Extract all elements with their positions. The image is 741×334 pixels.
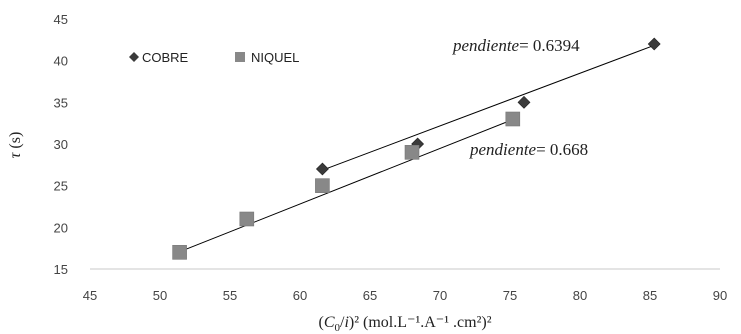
y-tick-labels: 15 20 25 30 35 40 45 bbox=[54, 12, 68, 277]
x-tick-label: 45 bbox=[83, 288, 97, 303]
y-tick-label: 25 bbox=[54, 179, 68, 194]
annotation-value-niquel: = 0.668 bbox=[536, 140, 588, 159]
annotation-label-niquel: pendiente bbox=[469, 140, 537, 159]
x-tick-label: 60 bbox=[293, 288, 307, 303]
x-tick-label: 85 bbox=[643, 288, 657, 303]
annotation-slope-niquel: pendiente= 0.668 bbox=[469, 140, 588, 159]
trendline-niquel bbox=[178, 116, 519, 253]
point-niquel bbox=[315, 178, 330, 193]
x-tick-label: 55 bbox=[223, 288, 237, 303]
x-tick-label: 65 bbox=[363, 288, 377, 303]
annotation-slope-cobre: pendiente= 0.6394 bbox=[452, 36, 580, 55]
y-tick-label: 40 bbox=[54, 54, 68, 69]
x-axis-title: (C0/i)² (mol.L⁻¹.A⁻¹ .cm²)² bbox=[318, 314, 491, 334]
y-tick-label: 45 bbox=[54, 12, 68, 27]
x-tick-label: 75 bbox=[503, 288, 517, 303]
point-niquel bbox=[505, 111, 521, 127]
y-tick-label: 20 bbox=[54, 220, 68, 235]
legend-label-niquel: NIQUEL bbox=[251, 50, 299, 65]
x-tick-label: 70 bbox=[433, 288, 447, 303]
legend: COBRE NIQUEL bbox=[129, 50, 299, 65]
x-tick-label: 90 bbox=[713, 288, 727, 303]
legend-marker-cobre bbox=[129, 52, 139, 62]
y-tick-label: 15 bbox=[54, 262, 68, 277]
legend-label-cobre: COBRE bbox=[142, 50, 189, 65]
trendline-cobre bbox=[320, 44, 656, 172]
x-tick-label: 50 bbox=[153, 288, 167, 303]
x-tick-label: 80 bbox=[573, 288, 587, 303]
data-points bbox=[172, 37, 661, 260]
point-niquel bbox=[239, 211, 255, 227]
x-tick-labels: 45 50 55 60 65 70 75 80 85 90 bbox=[83, 288, 727, 303]
annotation-label-cobre: pendiente bbox=[452, 36, 520, 55]
trendlines bbox=[178, 44, 656, 253]
point-cobre bbox=[517, 95, 531, 109]
y-tick-label: 30 bbox=[54, 137, 68, 152]
y-tick-label: 35 bbox=[54, 95, 68, 110]
point-niquel bbox=[404, 145, 420, 160]
point-cobre bbox=[647, 37, 661, 51]
annotation-value-cobre: = 0.6394 bbox=[519, 36, 580, 55]
point-cobre bbox=[315, 162, 329, 176]
y-axis-title: τ (s) bbox=[7, 132, 24, 159]
legend-marker-niquel bbox=[235, 52, 245, 62]
point-niquel bbox=[172, 245, 187, 260]
